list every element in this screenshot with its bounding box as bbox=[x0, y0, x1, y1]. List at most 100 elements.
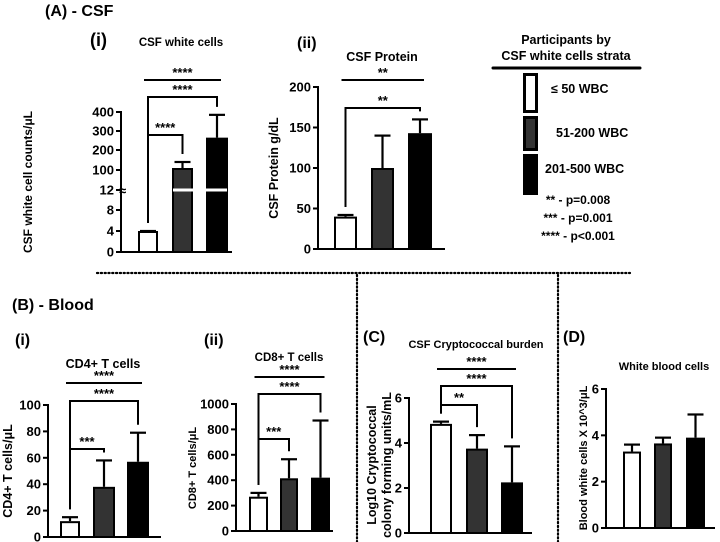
panel-label: (i) bbox=[15, 332, 30, 349]
significance-bracket: ** bbox=[344, 93, 421, 207]
significance-line: **** bbox=[144, 65, 221, 81]
significance-stars: **** bbox=[466, 371, 487, 386]
y-tick-label: 0 bbox=[395, 526, 402, 541]
panel-a-i: (i) CSF white cells CSF white cell counts/… bbox=[21, 30, 232, 260]
significance-stars: ** bbox=[378, 93, 389, 108]
chart-title: CD8+ T cells bbox=[255, 352, 324, 364]
bar-1 bbox=[623, 451, 641, 529]
y-tick-label: 100 bbox=[92, 163, 114, 178]
bar-2 bbox=[172, 168, 193, 253]
significance-bracket bbox=[344, 107, 421, 207]
panel-label: (i) bbox=[90, 30, 107, 50]
panel-label: (ii) bbox=[297, 35, 317, 52]
legend-title-line1: Participants by bbox=[521, 33, 611, 47]
pvalue-4star: **** - p<0.001 bbox=[541, 229, 615, 243]
section-separators bbox=[95, 271, 632, 542]
y-tick-label: 400 bbox=[92, 105, 114, 120]
pvalue-3star: *** - p=0.001 bbox=[543, 211, 612, 225]
significance-bracket: ** bbox=[440, 390, 478, 428]
panel-c: (C) CSF Cryptococcal burden Log10 Cryptoco… bbox=[363, 329, 544, 541]
significance-stars: **** bbox=[172, 82, 193, 97]
panel-label: (D) bbox=[563, 329, 585, 346]
y-axis-label: CD4+ T cells/μL bbox=[1, 424, 15, 518]
y-tick-label: 2 bbox=[592, 474, 599, 489]
significance-stars: **** bbox=[172, 65, 193, 80]
legend-swatch-white bbox=[523, 73, 538, 113]
significance-stars: **** bbox=[94, 386, 115, 401]
bar-1 bbox=[334, 216, 357, 251]
significance-bracket bbox=[440, 385, 513, 439]
legend-swatch-black bbox=[523, 154, 538, 195]
significance-stars: *** bbox=[79, 434, 95, 449]
bar-1 bbox=[60, 521, 80, 538]
y-tick-label: 0 bbox=[304, 242, 311, 257]
y-tick-label: 6 bbox=[395, 391, 402, 406]
y-tick-label: 2 bbox=[395, 481, 402, 496]
legend: Participants by CSF white cells strata ≤… bbox=[491, 33, 642, 243]
y-tick-label: 100 bbox=[289, 161, 311, 176]
y-tick-label: 1000 bbox=[200, 397, 229, 412]
bar-2 bbox=[280, 478, 298, 533]
y-tick-label: 200 bbox=[207, 498, 229, 513]
y-tick-label: 150 bbox=[289, 120, 311, 135]
y-tick-label: 4 bbox=[107, 224, 115, 239]
panel-d: (D) White blood cells Blood white cells X … bbox=[563, 329, 715, 536]
y-tick-label: 50 bbox=[297, 201, 311, 216]
panel-b-ii: (ii) CD8+ T cells CD8+ T cells/μL 0 200 400 60… bbox=[187, 332, 333, 539]
y-tick-label: 0 bbox=[222, 524, 229, 539]
significance-stars: ** bbox=[454, 390, 465, 405]
significance-stars: ** bbox=[378, 65, 389, 80]
y-axis-label: Blood white cells X 10^3/μL bbox=[578, 385, 590, 530]
chart-title: CD4+ T cells bbox=[66, 357, 141, 371]
bar-3 bbox=[206, 137, 228, 253]
y-tick-label: 200 bbox=[92, 143, 114, 158]
panel-label: (ii) bbox=[204, 332, 224, 349]
legend-label-3: 201-500 WBC bbox=[545, 162, 624, 176]
bar-3 bbox=[501, 482, 523, 534]
bar-3 bbox=[408, 133, 432, 250]
y-tick-label: 0 bbox=[107, 245, 114, 260]
axis-break-icon: ≈ bbox=[119, 183, 126, 198]
significance-line: **** bbox=[66, 368, 142, 384]
legend-title-line2: CSF white cells strata bbox=[501, 49, 631, 63]
y-tick-label: 200 bbox=[289, 80, 311, 95]
significance-bracket: **** bbox=[147, 120, 184, 223]
bar-1 bbox=[249, 496, 268, 532]
significance-bracket bbox=[440, 404, 478, 428]
y-axis-label: CSF white cell counts/μL bbox=[21, 111, 35, 253]
y-tick-label: 100 bbox=[19, 398, 41, 413]
y-tick-label: 40 bbox=[27, 477, 41, 492]
significance-line: **** bbox=[254, 362, 325, 378]
significance-stars: **** bbox=[94, 368, 115, 383]
y-axis-label-line2: colony forming units/mL bbox=[380, 392, 394, 538]
pvalue-2star: ** - p=0.008 bbox=[546, 193, 611, 207]
significance-bracket: **** bbox=[440, 371, 513, 439]
y-axis-label: CSF Protein g/dL bbox=[267, 117, 281, 219]
panel-label: (C) bbox=[363, 329, 385, 346]
bar-3 bbox=[311, 477, 330, 533]
bar-2 bbox=[93, 486, 115, 538]
legend-label-1: ≤ 50 WBC bbox=[551, 82, 609, 96]
significance-bracket bbox=[69, 448, 105, 510]
legend-swatch-gray bbox=[523, 116, 538, 151]
panel-b-i: (i) CD4+ T cells CD4+ T cells/μL 0 20 40 60 80 1… bbox=[1, 332, 161, 542]
chart-title: CSF Cryptococcal burden bbox=[408, 339, 543, 351]
chart-title: White blood cells bbox=[619, 361, 709, 373]
y-tick-label: 800 bbox=[207, 422, 229, 437]
y-tick-label: 6 bbox=[592, 382, 599, 397]
bar-3 bbox=[127, 461, 149, 539]
y-tick-label: 400 bbox=[207, 473, 229, 488]
y-tick-label: 60 bbox=[27, 450, 41, 465]
bar-1 bbox=[138, 231, 158, 253]
panel-a-ii: (ii) CSF Protein CSF Protein g/dL 0 50 100 150… bbox=[267, 35, 445, 257]
bar-2 bbox=[371, 168, 394, 250]
chart-title: CSF Protein bbox=[346, 50, 418, 64]
section-b-title: (B) - Blood bbox=[12, 297, 94, 314]
significance-line: **** bbox=[437, 354, 516, 370]
chart-title: CSF white cells bbox=[139, 37, 223, 49]
significance-line: ** bbox=[341, 65, 424, 81]
y-tick-label: 8 bbox=[107, 203, 114, 218]
y-tick-label: 20 bbox=[27, 503, 41, 518]
significance-bracket bbox=[147, 134, 184, 223]
